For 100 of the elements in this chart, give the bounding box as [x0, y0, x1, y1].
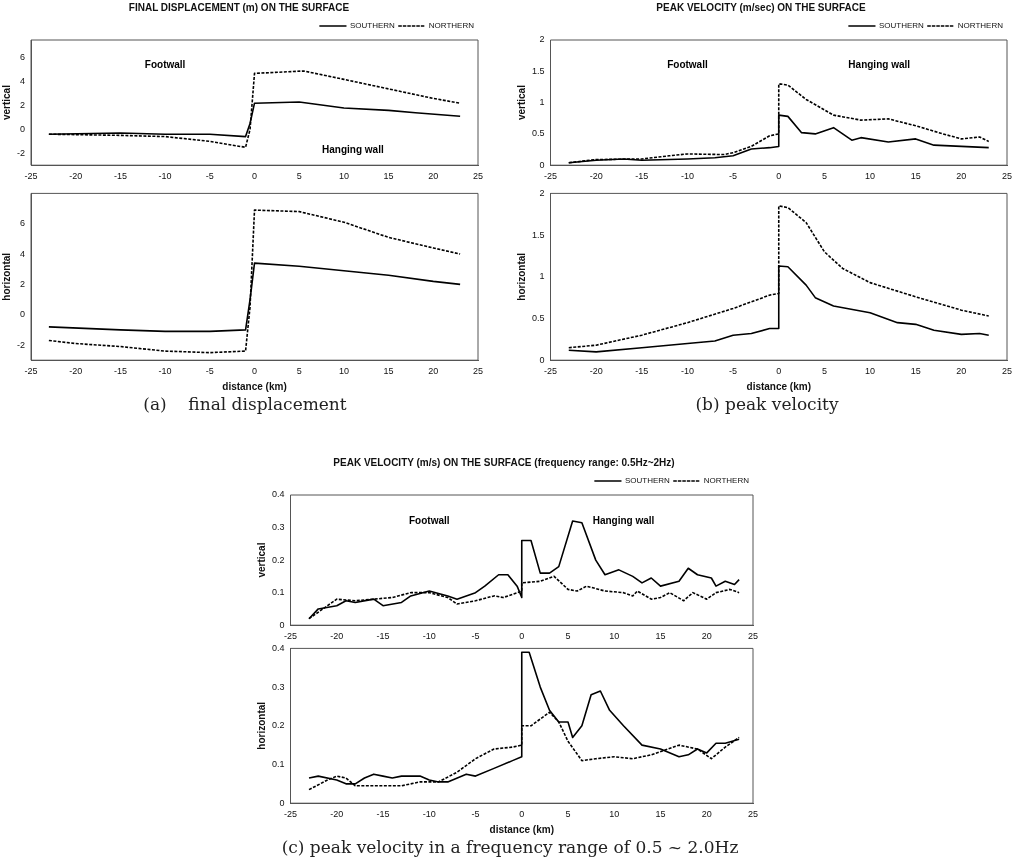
- x-tick-label: -15: [376, 631, 390, 642]
- x-tick-label: -25: [284, 809, 298, 820]
- y-tick-label: 1: [539, 271, 545, 282]
- y-tick-label: 2: [539, 187, 545, 198]
- x-tick-label: 15: [910, 366, 921, 377]
- annotation: Hanging wall: [848, 58, 911, 70]
- x-tick-label: 10: [609, 631, 620, 642]
- x-tick-label: 25: [472, 366, 484, 377]
- x-tick-label: -20: [69, 366, 83, 377]
- x-tick-label: 0: [519, 809, 525, 820]
- x-tick-label: 0: [519, 631, 525, 642]
- x-tick-label: -20: [589, 366, 603, 377]
- y-tick-label: 1.5: [532, 229, 545, 240]
- x-tick-label: -25: [284, 631, 298, 642]
- y-tick-label: 0: [19, 123, 25, 134]
- x-tick-label: 15: [383, 366, 394, 377]
- y-tick-label: 0.4: [272, 489, 285, 500]
- y-tick-label: 4: [19, 248, 25, 259]
- x-tick-label: -20: [330, 631, 344, 642]
- x-tick-label: 25: [1001, 366, 1013, 377]
- x-tick-label: -5: [729, 171, 738, 182]
- y-tick-label: 2: [19, 278, 25, 289]
- x-tick-label: -10: [158, 171, 172, 182]
- y-axis-title: horizontal: [255, 701, 267, 750]
- x-tick-label: 20: [956, 171, 967, 182]
- x-tick-label: 15: [910, 171, 921, 182]
- x-tick-label: -15: [635, 171, 649, 182]
- x-tick-label: -10: [422, 809, 436, 820]
- x-tick-label: 25: [747, 631, 759, 642]
- x-tick-label: 20: [956, 366, 967, 377]
- x-tick-label: 20: [701, 631, 712, 642]
- y-axis-title: vertical: [515, 84, 527, 121]
- text: (c) peak velocity in a frequency range of 0.5 ~ 2.0Hz: [280, 837, 740, 857]
- x-tick-label: 25: [1001, 171, 1013, 182]
- y-tick-label: 2: [539, 34, 545, 45]
- x-tick-label: 15: [383, 171, 394, 182]
- y-axis-title: vertical: [255, 542, 267, 578]
- y-tick-label: 2: [19, 100, 25, 111]
- y-tick-label: 6: [19, 218, 25, 229]
- y-tick-label: 0: [19, 309, 25, 320]
- x-tick-label: 5: [821, 366, 827, 377]
- x-tick-label: -25: [544, 171, 558, 182]
- x-tick-label: 0: [776, 171, 782, 182]
- x-tick-label: 15: [655, 631, 666, 642]
- x-tick-label: 5: [296, 171, 302, 182]
- annotation: Hanging wall: [592, 514, 655, 526]
- y-tick-label: 0.3: [272, 522, 285, 533]
- x-tick-label: -15: [113, 171, 127, 182]
- x-tick-label: 5: [565, 809, 571, 820]
- x-tick-label: -25: [24, 171, 38, 182]
- y-tick-label: 0: [539, 159, 545, 170]
- x-tick-label: 0: [776, 366, 782, 377]
- x-tick-label: 5: [296, 366, 302, 377]
- x-axis-title: distance (km): [489, 823, 554, 835]
- x-tick-label: -15: [376, 809, 390, 820]
- x-tick-label: -5: [729, 366, 738, 377]
- x-tick-label: -20: [589, 171, 603, 182]
- y-tick-label: 0: [279, 619, 285, 630]
- x-tick-label: -10: [158, 366, 172, 377]
- y-tick-label: 0.1: [272, 587, 285, 598]
- y-axis-title: horizontal: [0, 252, 12, 301]
- x-tick-label: 25: [472, 171, 484, 182]
- chart-title: PEAK VELOCITY (m/s) ON THE SURFACE (frequency range: 0.5Hz~2Hz): [333, 456, 675, 468]
- x-tick-label: -5: [471, 631, 480, 642]
- annotation: Footwall: [667, 58, 708, 70]
- x-axis-title: distance (km): [746, 380, 811, 392]
- x-axis-title: distance (km): [222, 380, 287, 392]
- y-tick-label: -2: [16, 147, 25, 158]
- y-tick-label: 6: [19, 52, 25, 63]
- legend-label: NORTHERN: [703, 476, 750, 486]
- x-tick-label: -10: [422, 631, 436, 642]
- y-tick-label: 0.5: [532, 128, 545, 139]
- y-tick-label: 4: [19, 76, 25, 87]
- x-tick-label: -15: [635, 366, 649, 377]
- x-tick-label: 10: [609, 809, 620, 820]
- x-tick-label: -10: [680, 171, 694, 182]
- x-tick-label: -10: [680, 366, 694, 377]
- x-tick-label: -5: [205, 171, 214, 182]
- x-tick-label: 20: [428, 171, 439, 182]
- y-tick-label: 1: [539, 97, 545, 108]
- chart-title: FINAL DISPLACEMENT (m) ON THE SURFACE: [128, 1, 350, 13]
- annotation: Hanging wall: [322, 143, 384, 155]
- text: (b) peak velocity: [694, 394, 840, 414]
- annotation: Footwall: [144, 58, 186, 70]
- y-tick-label: 0: [279, 797, 285, 808]
- y-axis-title: vertical: [0, 84, 12, 121]
- annotation: Footwall: [408, 514, 450, 526]
- y-tick-label: 0.5: [532, 312, 545, 323]
- legend-label: SOUTHERN: [349, 21, 396, 31]
- x-tick-label: 10: [865, 366, 876, 377]
- y-tick-label: -2: [16, 339, 25, 350]
- legend-label: SOUTHERN: [878, 21, 925, 31]
- legend-label: NORTHERN: [957, 21, 1004, 31]
- legend-label: SOUTHERN: [624, 476, 671, 486]
- y-tick-label: 1.5: [532, 65, 545, 76]
- line-series: [48, 209, 461, 354]
- x-tick-label: 15: [655, 809, 666, 820]
- text: (a) final displacement: [142, 394, 348, 414]
- x-tick-label: 10: [338, 366, 349, 377]
- x-tick-label: 0: [251, 171, 258, 182]
